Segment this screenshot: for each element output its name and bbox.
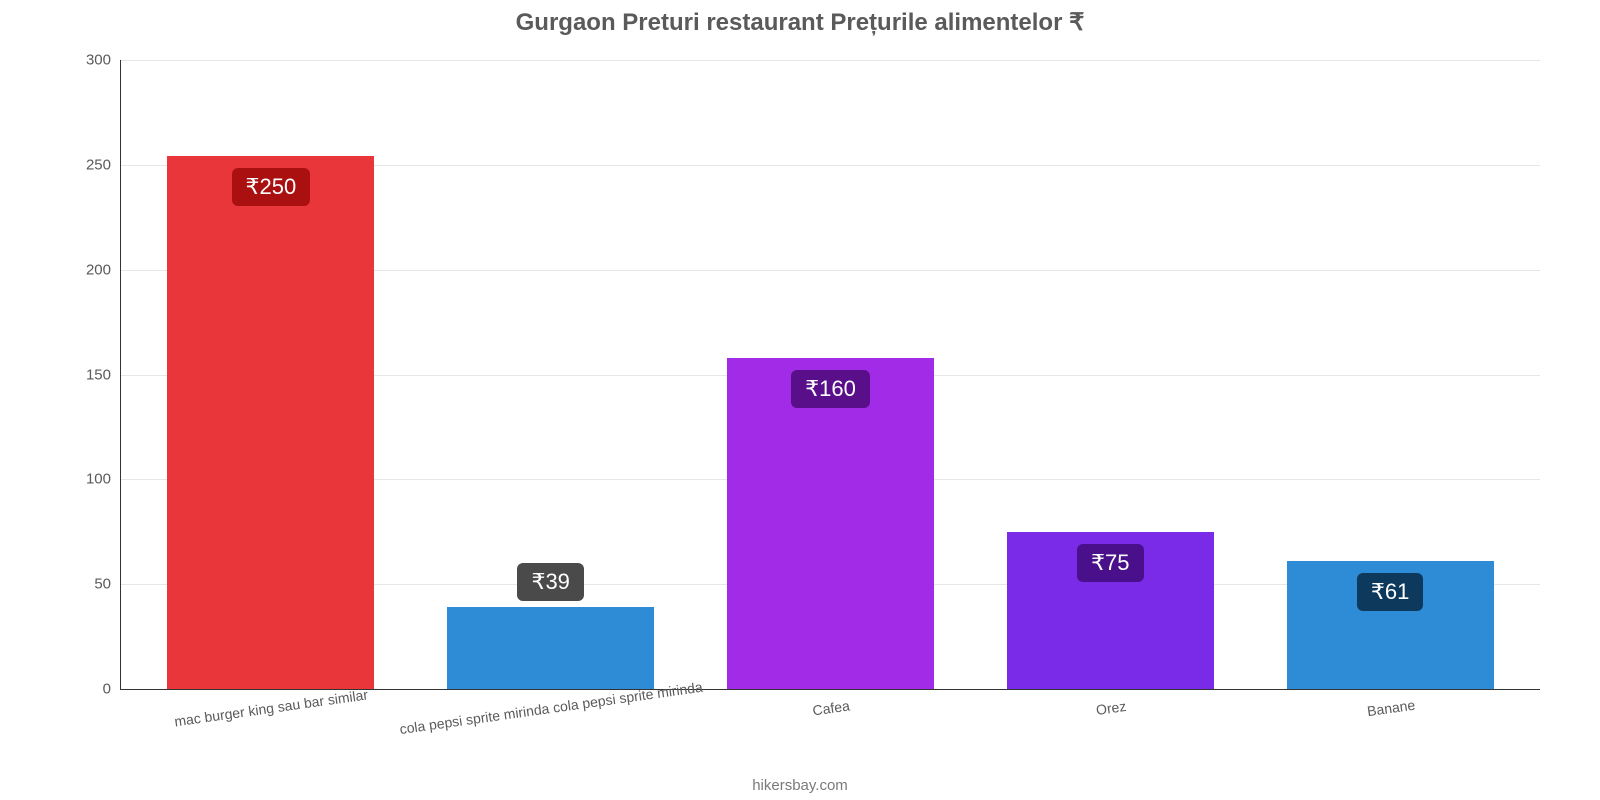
- bar-slot: ₹250: [131, 60, 411, 689]
- y-tick-label: 300: [66, 52, 111, 69]
- bar-slot: ₹61: [1250, 60, 1530, 689]
- value-label: ₹39: [517, 563, 583, 601]
- y-tick-label: 200: [66, 261, 111, 278]
- x-axis-label: mac burger king sau bar similar: [173, 686, 369, 729]
- value-label: ₹75: [1077, 544, 1143, 582]
- bar: ₹39: [447, 607, 654, 689]
- bar-slot: ₹160: [691, 60, 971, 689]
- bar-slot: ₹75: [970, 60, 1250, 689]
- bar: ₹61: [1287, 561, 1494, 689]
- x-axis-label: Banane: [1366, 697, 1416, 720]
- chart-title: Gurgaon Preturi restaurant Prețurile ali…: [0, 8, 1600, 37]
- bar: ₹250: [167, 156, 374, 689]
- y-tick-label: 50: [66, 576, 111, 593]
- y-tick-label: 150: [66, 366, 111, 383]
- bars-container: ₹250 ₹39 ₹160 ₹75 ₹61: [121, 60, 1540, 689]
- y-tick-label: 0: [66, 681, 111, 698]
- value-label: ₹61: [1357, 573, 1423, 611]
- bar-slot: ₹39: [411, 60, 691, 689]
- plot-area: 050100150200250300₹250₹39₹160₹75₹61: [120, 60, 1540, 690]
- x-axis-label: Orez: [1095, 698, 1127, 718]
- value-label: ₹160: [791, 370, 870, 408]
- value-label: ₹250: [232, 168, 311, 206]
- price-bar-chart: Gurgaon Preturi restaurant Prețurile ali…: [0, 0, 1600, 800]
- y-tick-label: 250: [66, 156, 111, 173]
- x-axis-label: Cafea: [812, 697, 851, 718]
- bar: ₹75: [1007, 532, 1214, 689]
- bar: ₹160: [727, 358, 934, 689]
- y-tick-label: 100: [66, 471, 111, 488]
- attribution-text: hikersbay.com: [0, 777, 1600, 794]
